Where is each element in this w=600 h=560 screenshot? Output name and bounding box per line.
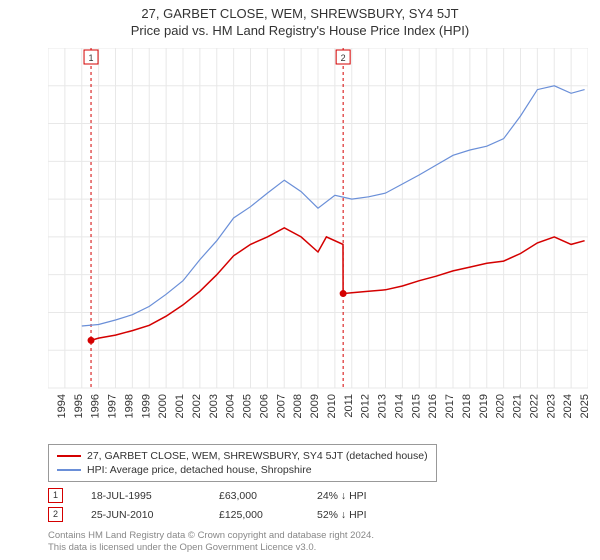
svg-text:2021: 2021 — [512, 394, 524, 418]
chart-svg: £0£50K£100K£150K£200K£250K£300K£350K£400… — [48, 48, 588, 418]
svg-text:1: 1 — [89, 53, 94, 63]
svg-text:2003: 2003 — [208, 394, 220, 418]
svg-text:2022: 2022 — [528, 394, 540, 418]
marker-row: 2 25-JUN-2010 £125,000 52% ↓ HPI — [48, 507, 407, 522]
svg-text:2019: 2019 — [478, 394, 490, 418]
svg-text:1993: 1993 — [48, 394, 51, 418]
legend-swatch — [57, 455, 81, 457]
footer-line-1: Contains HM Land Registry data © Crown c… — [48, 530, 374, 542]
svg-text:2023: 2023 — [545, 394, 557, 418]
legend-swatch — [57, 469, 81, 471]
svg-text:2015: 2015 — [410, 394, 422, 418]
svg-text:2018: 2018 — [461, 394, 473, 418]
svg-text:1999: 1999 — [140, 394, 152, 418]
marker-table: 1 18-JUL-1995 £63,000 24% ↓ HPI 2 25-JUN-2010… — [48, 488, 407, 526]
svg-text:2: 2 — [341, 53, 346, 63]
svg-text:1995: 1995 — [73, 394, 85, 418]
svg-text:2002: 2002 — [191, 394, 203, 418]
marker-row: 1 18-JUL-1995 £63,000 24% ↓ HPI — [48, 488, 407, 503]
svg-text:2006: 2006 — [258, 394, 270, 418]
title-block: 27, GARBET CLOSE, WEM, SHREWSBURY, SY4 5… — [0, 0, 600, 40]
svg-text:1997: 1997 — [107, 394, 119, 418]
svg-text:1994: 1994 — [56, 394, 68, 418]
footer-line-2: This data is licensed under the Open Gov… — [48, 542, 374, 554]
svg-text:2016: 2016 — [427, 394, 439, 418]
marker-price: £125,000 — [219, 509, 289, 521]
svg-text:2004: 2004 — [225, 394, 237, 418]
legend-row: 27, GARBET CLOSE, WEM, SHREWSBURY, SY4 5… — [57, 449, 428, 463]
marker-diff: 24% ↓ HPI — [317, 490, 407, 502]
marker-badge: 1 — [48, 488, 63, 503]
legend-label: 27, GARBET CLOSE, WEM, SHREWSBURY, SY4 5… — [87, 449, 428, 463]
marker-diff: 52% ↓ HPI — [317, 509, 407, 521]
svg-text:2025: 2025 — [579, 394, 588, 418]
marker-date: 25-JUN-2010 — [91, 509, 191, 521]
svg-text:2014: 2014 — [393, 394, 405, 418]
svg-text:2011: 2011 — [343, 394, 355, 418]
svg-text:1996: 1996 — [90, 394, 102, 418]
svg-text:2010: 2010 — [326, 394, 338, 418]
svg-text:2005: 2005 — [242, 394, 254, 418]
svg-text:2012: 2012 — [360, 394, 372, 418]
svg-text:2013: 2013 — [377, 394, 389, 418]
svg-text:2017: 2017 — [444, 394, 456, 418]
svg-text:2000: 2000 — [157, 394, 169, 418]
svg-text:2001: 2001 — [174, 394, 186, 418]
legend-row: HPI: Average price, detached house, Shro… — [57, 463, 428, 477]
svg-text:1998: 1998 — [123, 394, 135, 418]
title-line-1: 27, GARBET CLOSE, WEM, SHREWSBURY, SY4 5… — [0, 6, 600, 23]
legend-label: HPI: Average price, detached house, Shro… — [87, 463, 312, 477]
svg-text:2009: 2009 — [309, 394, 321, 418]
title-line-2: Price paid vs. HM Land Registry's House … — [0, 23, 600, 40]
svg-text:2007: 2007 — [275, 394, 287, 418]
marker-date: 18-JUL-1995 — [91, 490, 191, 502]
svg-text:2024: 2024 — [562, 394, 574, 418]
plot-area: £0£50K£100K£150K£200K£250K£300K£350K£400… — [48, 48, 588, 418]
marker-price: £63,000 — [219, 490, 289, 502]
svg-text:2020: 2020 — [495, 394, 507, 418]
chart-container: 27, GARBET CLOSE, WEM, SHREWSBURY, SY4 5… — [0, 0, 600, 560]
svg-text:2008: 2008 — [292, 394, 304, 418]
legend: 27, GARBET CLOSE, WEM, SHREWSBURY, SY4 5… — [48, 444, 437, 482]
footer: Contains HM Land Registry data © Crown c… — [48, 530, 374, 554]
marker-badge: 2 — [48, 507, 63, 522]
